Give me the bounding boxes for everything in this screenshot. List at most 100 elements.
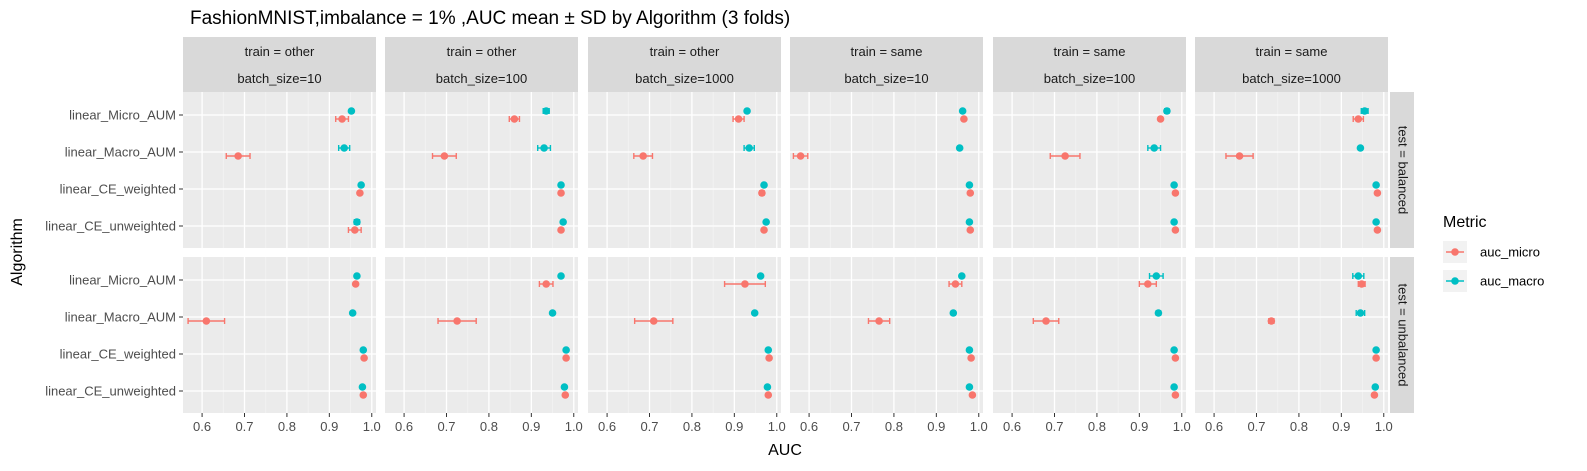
auc_macro-point	[353, 218, 361, 226]
strip-background	[183, 37, 376, 92]
x-tick-label: 0.8	[683, 419, 701, 434]
auc_macro-point	[965, 181, 974, 189]
auc_macro-point	[542, 107, 550, 115]
auc_micro-point	[1370, 391, 1379, 399]
y-tick-label: linear_Micro_AUM	[69, 108, 176, 123]
auc_micro-point	[1171, 189, 1180, 197]
auc_micro-point	[967, 354, 975, 362]
auc_macro-point	[358, 383, 367, 391]
auc_macro-point	[1154, 309, 1163, 317]
legend-key-point	[1451, 248, 1459, 256]
auc_micro-point	[1372, 354, 1380, 362]
auc_macro-point	[965, 383, 974, 391]
auc_macro-point	[560, 383, 569, 391]
auc_micro-point	[359, 391, 368, 399]
strip-label-batch: batch_size=100	[1044, 71, 1135, 86]
x-tick-label: 0.8	[1088, 419, 1106, 434]
x-tick-label: 0.8	[885, 419, 903, 434]
strip-label-train: train = same	[851, 44, 923, 59]
auc_macro-point	[965, 346, 974, 354]
strip-background	[790, 37, 983, 92]
auc_macro-point	[965, 218, 974, 226]
auc_micro-point	[510, 115, 519, 123]
panel-background	[183, 257, 376, 413]
strip-label-train: train = same	[1054, 44, 1126, 59]
strip-label-batch: batch_size=1000	[635, 71, 734, 86]
auc_macro-point	[548, 309, 557, 317]
x-tick-label: 0.6	[1003, 419, 1021, 434]
auc_macro-point	[1170, 346, 1178, 354]
auc_macro-point	[949, 309, 958, 317]
facet-panel	[385, 257, 578, 413]
strip-background	[385, 37, 578, 92]
strip-background	[1390, 92, 1414, 248]
facet-panel	[790, 92, 983, 248]
auc_micro-point	[968, 391, 977, 399]
x-tick-label: 0.6	[193, 419, 211, 434]
auc_micro-point	[966, 226, 975, 234]
auc_macro-point	[1372, 346, 1380, 354]
auc_micro-point	[741, 280, 749, 288]
x-tick-label: 1.0	[1173, 419, 1191, 434]
auc_micro-point	[1171, 354, 1180, 362]
auc_macro-point	[353, 272, 361, 280]
auc_micro-point	[734, 115, 743, 123]
panel-background	[790, 92, 983, 248]
auc_macro-point	[1152, 272, 1161, 280]
facet-panel	[790, 257, 983, 413]
auc_macro-point	[955, 144, 964, 152]
auc_micro-point	[1042, 317, 1050, 325]
panel-background	[790, 257, 983, 413]
auc_micro-point	[796, 152, 805, 160]
x-tick-label: 0.6	[800, 419, 818, 434]
row-strip: test = balanced	[1390, 92, 1414, 248]
auc_micro-point	[951, 280, 960, 288]
auc_micro-point	[453, 317, 461, 325]
auc_micro-point	[1171, 226, 1180, 234]
strip-label-batch: batch_size=10	[237, 71, 321, 86]
auc_macro-point	[764, 346, 773, 354]
facet-panel	[993, 92, 1186, 248]
panel-background	[385, 92, 578, 248]
auc_macro-point	[1150, 144, 1158, 152]
y-tick-label: linear_Macro_AUM	[65, 310, 176, 325]
auc_micro-point	[1061, 152, 1069, 160]
strip-background	[1390, 257, 1414, 413]
column-strip: train = other batch_size=100	[385, 37, 578, 92]
facet-panel	[183, 257, 376, 413]
auc_micro-point	[1373, 226, 1382, 234]
column-strip: train = same batch_size=100	[993, 37, 1186, 92]
legend-title: Metric	[1443, 214, 1487, 231]
panel-background	[588, 257, 781, 413]
y-tick-label: linear_CE_unweighted	[45, 219, 176, 234]
auc_micro-point	[875, 317, 883, 325]
strip-label-batch: batch_size=10	[844, 71, 928, 86]
auc_micro-point	[760, 226, 768, 234]
auc_macro-point	[760, 181, 768, 189]
x-tick-label: 1.0	[768, 419, 786, 434]
auc_macro-point	[340, 144, 348, 152]
legend-key-point	[1451, 277, 1459, 285]
auc_macro-point	[1356, 309, 1365, 317]
y-tick-label: linear_CE_weighted	[60, 347, 176, 362]
chart-title: FashionMNIST,imbalance = 1% ,AUC mean ± …	[190, 8, 790, 29]
x-tick-label: 0.9	[927, 419, 945, 434]
auc_micro-point	[202, 317, 211, 325]
x-tick-label: 0.7	[1247, 419, 1265, 434]
x-tick-label: 0.9	[522, 419, 540, 434]
auc_micro-point	[440, 152, 449, 160]
auc_micro-point	[1267, 317, 1276, 325]
strip-label-train: train = same	[1256, 44, 1328, 59]
auc_macro-point	[1170, 181, 1178, 189]
x-tick-label: 0.6	[395, 419, 413, 434]
x-tick-label: 0.6	[1205, 419, 1223, 434]
auc_macro-point	[557, 272, 565, 280]
facet-panel	[1195, 257, 1388, 413]
y-axis-label: Algorithm	[9, 218, 26, 286]
x-tick-label: 0.7	[842, 419, 860, 434]
auc_macro-point	[1356, 144, 1365, 152]
facet-panel	[183, 92, 376, 248]
strip-label-train: train = other	[245, 44, 315, 59]
strip-label-train: train = other	[447, 44, 517, 59]
